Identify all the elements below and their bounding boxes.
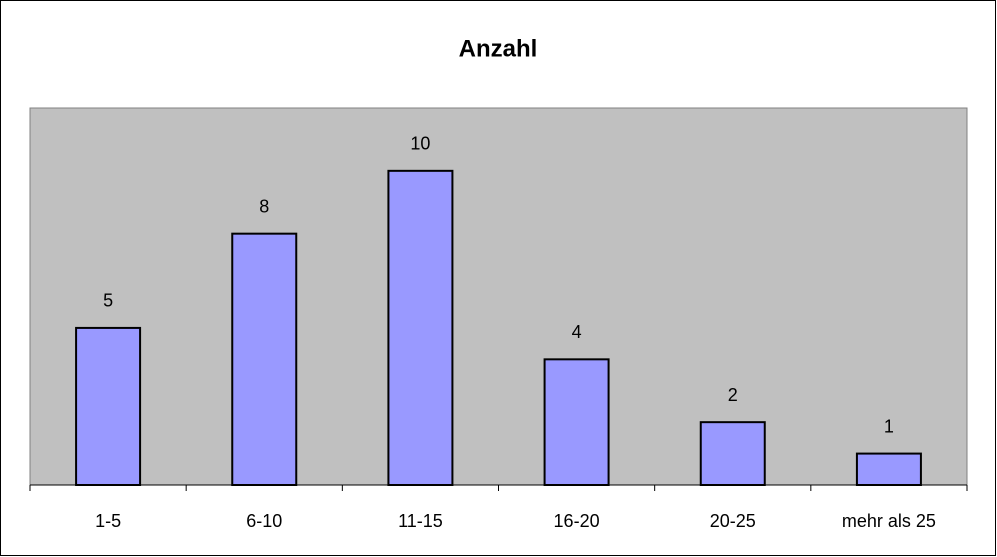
data-label: 5 [103, 291, 113, 311]
x-tick-label: 11-15 [398, 511, 443, 531]
data-label: 1 [884, 416, 894, 436]
data-label: 2 [728, 385, 738, 405]
plot-area [29, 107, 968, 486]
x-tick-label: mehr als 25 [842, 511, 936, 531]
data-label: 8 [259, 196, 269, 216]
data-label: 4 [572, 322, 582, 342]
bar [543, 358, 610, 487]
bar [231, 232, 298, 486]
bar [855, 452, 922, 487]
bar [699, 421, 766, 486]
x-tick-label: 20-25 [710, 511, 756, 531]
x-tick-label: 6-10 [246, 511, 282, 531]
bar [75, 326, 142, 486]
bar [387, 169, 454, 486]
x-tick-label: 1-5 [95, 511, 121, 531]
chart-title: Anzahl [459, 35, 538, 62]
data-label: 10 [410, 134, 430, 154]
x-tick-label: 16-20 [554, 511, 600, 531]
